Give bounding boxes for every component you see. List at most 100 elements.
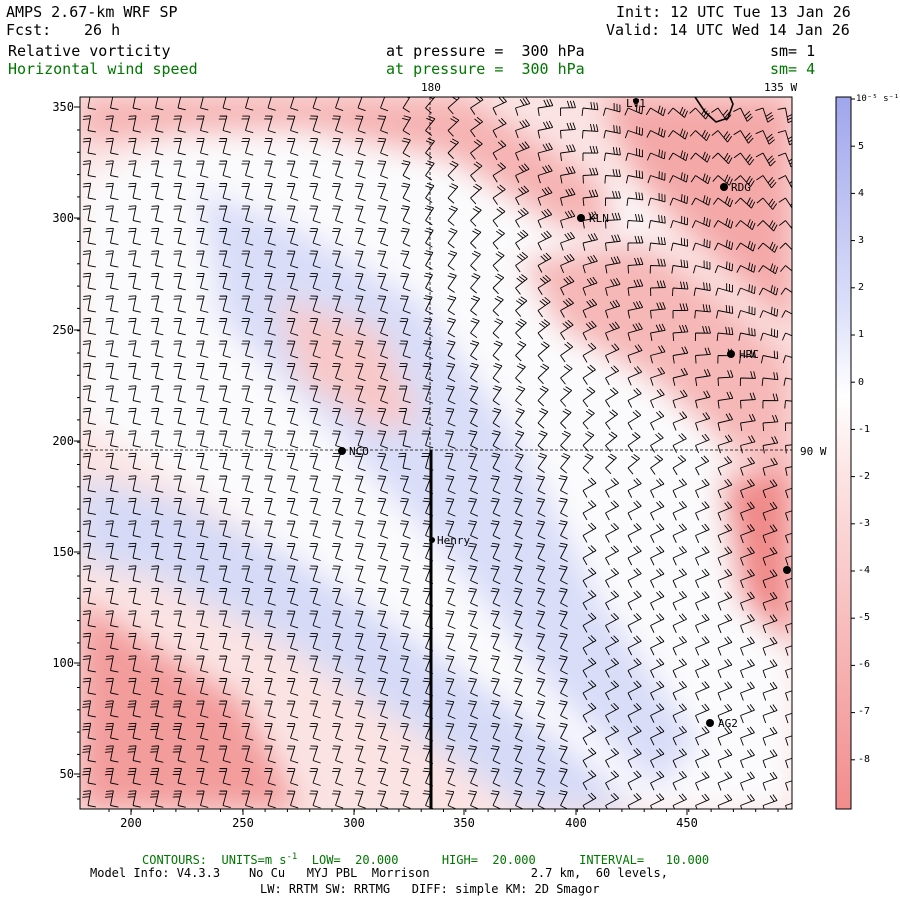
wind-barb [264,408,276,426]
wind-barb [173,295,186,313]
wind-barb [737,284,756,296]
wind-barb [693,282,711,296]
wind-barb [127,790,141,808]
wind-barb [241,250,254,269]
wind-barb [672,478,687,498]
wind-barb [582,342,597,363]
wind-barb [173,272,186,291]
wind-barb [354,430,366,449]
wind-barb [582,522,597,543]
wind-barb [105,362,119,380]
wind-barb [105,317,119,335]
wind-barb [582,770,597,791]
wind-barb [762,636,778,656]
wind-barb [645,105,666,117]
wind-barb [447,97,460,115]
colorbar-level-label: -3 [858,518,870,529]
wind-barb [627,344,643,364]
wind-barb [264,250,276,269]
wind-barb [492,140,507,161]
wind-barb [717,523,733,544]
wind-barb [264,295,276,314]
wind-barb [717,478,733,499]
wind-barb [173,475,186,493]
wind-barb [695,703,710,724]
wind-barb [695,523,710,544]
wind-barb [332,655,344,674]
wind-barb [582,408,595,430]
wind-barb [264,498,276,516]
wind-barb [513,587,523,607]
wind-barb [172,722,186,741]
wind-barb [309,768,321,786]
wind-barb [558,497,568,518]
wind-barb [218,340,231,359]
wind-barb [492,162,506,183]
wind-barb [558,677,568,698]
wind-barb [150,340,164,358]
wind-barb [560,386,573,407]
wind-barb [627,366,643,386]
wind-barb [762,436,779,454]
wind-barb [218,453,231,471]
wind-barb [558,700,568,720]
wind-barb [332,97,344,112]
wind-barb [332,452,344,472]
wind-barb [490,767,501,787]
wind-barb [582,453,594,474]
colorbar-unit: 10⁻⁵ s⁻¹ [856,94,899,104]
wind-barb [717,568,733,589]
wind-barb [605,387,619,408]
wind-barb [150,542,164,561]
wind-barb [739,349,756,364]
wind-barb [536,722,546,742]
wind-barb [649,236,666,252]
wind-barb [354,632,366,652]
wind-barb [105,587,119,605]
wind-barb [582,211,599,229]
wind-barb [150,767,164,786]
wind-barb [582,232,598,251]
wind-barb [309,453,321,471]
wind-barb [627,658,642,678]
wind-barb [196,543,209,561]
wind-barb [241,430,254,449]
wind-barb [421,453,434,471]
wind-barb [354,497,366,517]
wind-barb [536,520,546,540]
wind-barb [173,610,186,628]
wind-barb [468,745,479,765]
wind-barb [717,613,733,634]
wind-barb [468,677,479,697]
wind-barb [468,475,479,495]
wind-barb [332,475,344,494]
wind-barb [762,614,778,634]
field2-name: Horizontal wind speed [8,60,198,78]
wind-barb [560,430,571,452]
wind-barb [354,542,366,562]
wind-barb [515,296,528,317]
wind-barb [196,453,209,471]
wind-barb [717,591,733,611]
wind-barb [264,520,276,539]
wind-barb [150,790,164,808]
wind-barb [128,115,141,133]
wind-barb [490,655,501,675]
wind-barb [717,370,734,387]
wind-barb [400,587,411,607]
wind-barb [150,115,164,133]
wind-barb [264,475,276,494]
wind-barb [627,409,642,431]
wind-barb [422,520,434,539]
wind-barb [425,182,435,203]
wind-barb [672,568,687,588]
wind-barb [627,500,642,521]
wind-barb [762,546,778,566]
wind-barb [218,183,231,201]
wind-barb [717,636,733,656]
wind-barb [286,700,299,719]
wind-barb [400,767,411,787]
wind-barb [128,407,141,426]
wind-barb [105,227,119,245]
wind-barb [150,317,164,336]
